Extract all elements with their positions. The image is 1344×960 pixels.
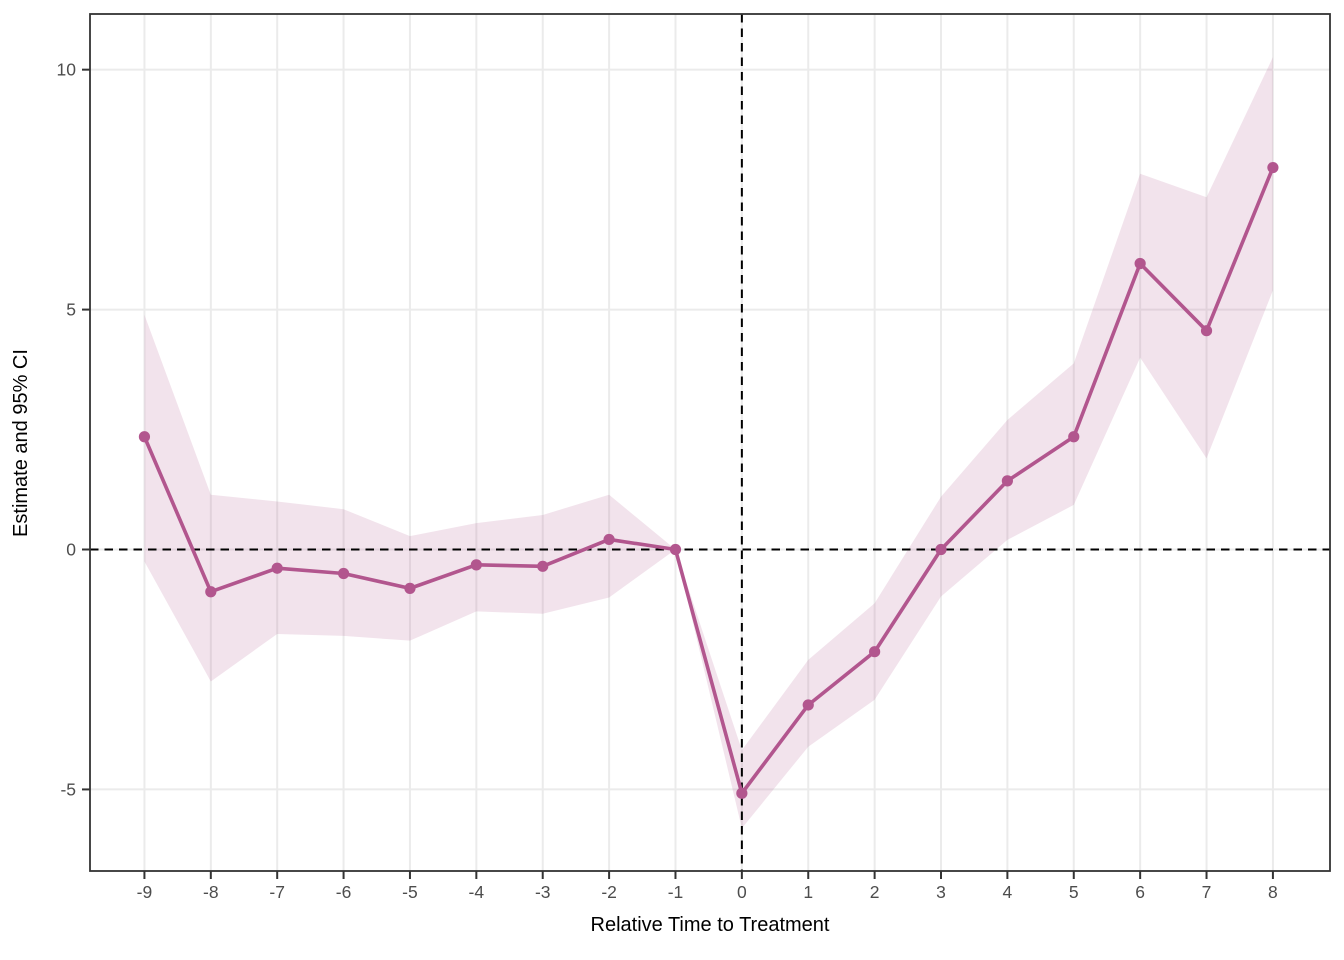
data-point (537, 560, 549, 572)
data-point (603, 533, 615, 546)
x-axis-tick-label: -6 (336, 882, 352, 902)
gridlines (90, 14, 1330, 871)
x-axis-tick-label: 2 (870, 882, 880, 902)
ci-band-area (144, 57, 1273, 829)
y-axis-tick-label: 0 (66, 540, 76, 560)
x-axis-tick-label: 8 (1268, 882, 1278, 902)
x-axis-tick-label: -7 (269, 882, 285, 902)
data-point (736, 787, 748, 799)
data-point (1267, 161, 1279, 174)
x-axis-tick-label: -4 (469, 882, 485, 902)
x-axis-tick-label: -9 (137, 882, 153, 902)
x-axis-tick-label: 4 (1003, 882, 1013, 902)
data-point (1200, 325, 1213, 337)
data-point (802, 699, 814, 711)
x-axis-tick-label: 5 (1069, 882, 1079, 902)
y-axis-tick-label: 5 (66, 300, 76, 320)
data-point (337, 567, 350, 580)
x-axis-tick-label: 0 (737, 882, 747, 902)
x-axis-tick-label: 7 (1202, 882, 1212, 902)
y-axis-tick-label: 10 (57, 60, 77, 80)
data-point (669, 543, 682, 556)
panel-border-rect (89, 13, 1331, 872)
data-point (869, 646, 881, 658)
x-axis-title: Relative Time to Treatment (591, 914, 830, 936)
estimate-line (142, 165, 1275, 796)
x-axis-tick-label: -1 (668, 882, 684, 902)
data-point (935, 543, 947, 556)
x-axis-tick-label: -8 (203, 882, 219, 902)
data-point (1001, 475, 1013, 487)
confidence-band (144, 57, 1273, 829)
data-point (1068, 431, 1080, 443)
x-axis-tick-label: -5 (402, 882, 418, 902)
panel-border (89, 13, 1331, 872)
data-points (138, 161, 1279, 799)
x-axis-tick-label: 6 (1135, 882, 1145, 902)
x-axis-tick-label: -2 (601, 882, 617, 902)
data-point (1134, 257, 1146, 270)
y-axis-title: Estimate and 95% CI (10, 349, 32, 537)
x-axis-tick-label: 1 (803, 882, 813, 902)
data-point (205, 586, 217, 598)
data-point (470, 559, 482, 571)
x-axis-tick-label: -3 (535, 882, 551, 902)
data-point (271, 562, 283, 574)
x-axis-tick-label: 3 (936, 882, 946, 902)
axis-ticks-and-labels: -9 -8 -7 -6 -5 -4 -3 -2 -1 0 1 2 3 4 5 6 7 8 -5 0 5 10 (57, 60, 1278, 902)
y-axis-tick-label: -5 (60, 779, 76, 799)
reference-lines (90, 14, 1330, 871)
data-point (138, 431, 151, 443)
data-point (404, 582, 416, 594)
estimate-line-path (142, 165, 1275, 796)
